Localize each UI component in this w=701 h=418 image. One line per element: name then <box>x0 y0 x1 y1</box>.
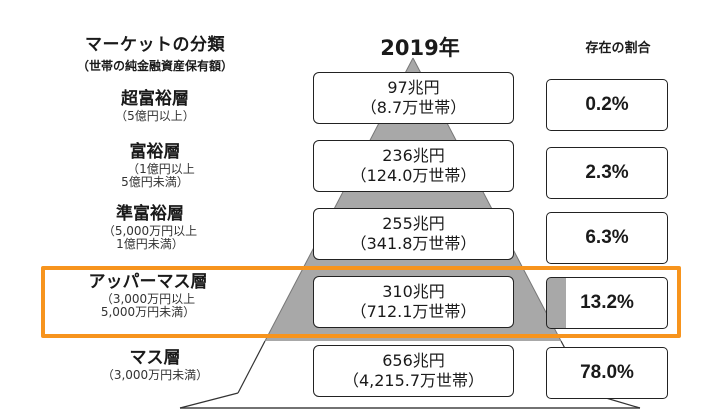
tier-share-ultra-rich: 0.2% <box>546 79 668 131</box>
tier-range: 5,000万円未満） <box>100 305 196 320</box>
tier-label-upper-mass: アッパーマス層 （3,000万円以上 5,000万円未満） <box>48 272 248 320</box>
tier-name: アッパーマス層 <box>88 272 208 292</box>
tier-households: （341.8万世帯） <box>350 234 477 253</box>
tier-amount: 97兆円 <box>387 78 440 98</box>
tier-households: （124.0万世帯） <box>350 166 477 185</box>
tier-range: 1億円未満） <box>116 237 184 252</box>
tier-label-semi-rich: 準富裕層 （5,000万円以上 1億円未満） <box>50 204 250 252</box>
market-classification-title: マーケットの分類 <box>85 35 225 55</box>
tier-value-box-upper-mass: 310兆円 （712.1万世帯） <box>313 276 514 328</box>
tier-share-rich: 2.3% <box>546 147 668 199</box>
tier-households: （712.1万世帯） <box>350 302 477 321</box>
year-header: 2019年 <box>380 36 460 60</box>
tier-value-box-mass: 656兆円 （4,215.7万世帯） <box>313 345 514 397</box>
tier-label-rich: 富裕層 （1億円以上 5億円未満） <box>60 142 250 190</box>
tier-name: 準富裕層 <box>116 204 184 224</box>
tier-name: 超富裕層 <box>121 89 189 109</box>
tier-range: （3,000万円以上 <box>100 291 196 306</box>
tier-amount: 310兆円 <box>382 282 445 302</box>
tier-share-mass: 78.0% <box>546 347 668 399</box>
tier-amount: 236兆円 <box>382 146 445 166</box>
tier-range: 5億円未満） <box>121 175 189 190</box>
tier-range: （5億円以上） <box>115 108 195 123</box>
tier-share-upper-mass: 13.2% <box>546 277 668 329</box>
tier-range: （1億円以上 <box>127 161 195 176</box>
tier-households: （4,215.7万世帯） <box>342 371 485 390</box>
tier-range: （5,000万円以上 <box>102 223 198 238</box>
tier-name: 富裕層 <box>129 142 181 162</box>
tier-value-box-rich: 236兆円 （124.0万世帯） <box>313 140 514 192</box>
tier-range: （3,000万円未満） <box>101 367 209 382</box>
tier-value-box-semi-rich: 255兆円 （341.8万世帯） <box>313 208 514 260</box>
market-classification-header: マーケットの分類 （世帯の純金融資産保有額） <box>40 30 270 74</box>
market-classification-subtitle: （世帯の純金融資産保有額） <box>76 59 233 73</box>
pyramid-left-edge <box>237 340 266 394</box>
tier-label-mass: マス層 （3,000万円未満） <box>60 348 250 382</box>
tier-name: マス層 <box>129 348 181 368</box>
tier-households: （8.7万世帯） <box>360 98 467 117</box>
tier-value-box-ultra-rich: 97兆円 （8.7万世帯） <box>313 72 514 124</box>
tier-share-semi-rich: 6.3% <box>546 212 668 264</box>
tier-amount: 255兆円 <box>382 214 445 234</box>
pyramid-fill <box>265 58 561 341</box>
share-header: 存在の割合 <box>585 41 651 56</box>
tier-amount: 656兆円 <box>382 351 445 371</box>
mass-diagonal <box>179 392 239 409</box>
upper-mass-highlight-frame <box>41 266 681 338</box>
tier-label-ultra-rich: 超富裕層 （5億円以上） <box>60 89 250 123</box>
